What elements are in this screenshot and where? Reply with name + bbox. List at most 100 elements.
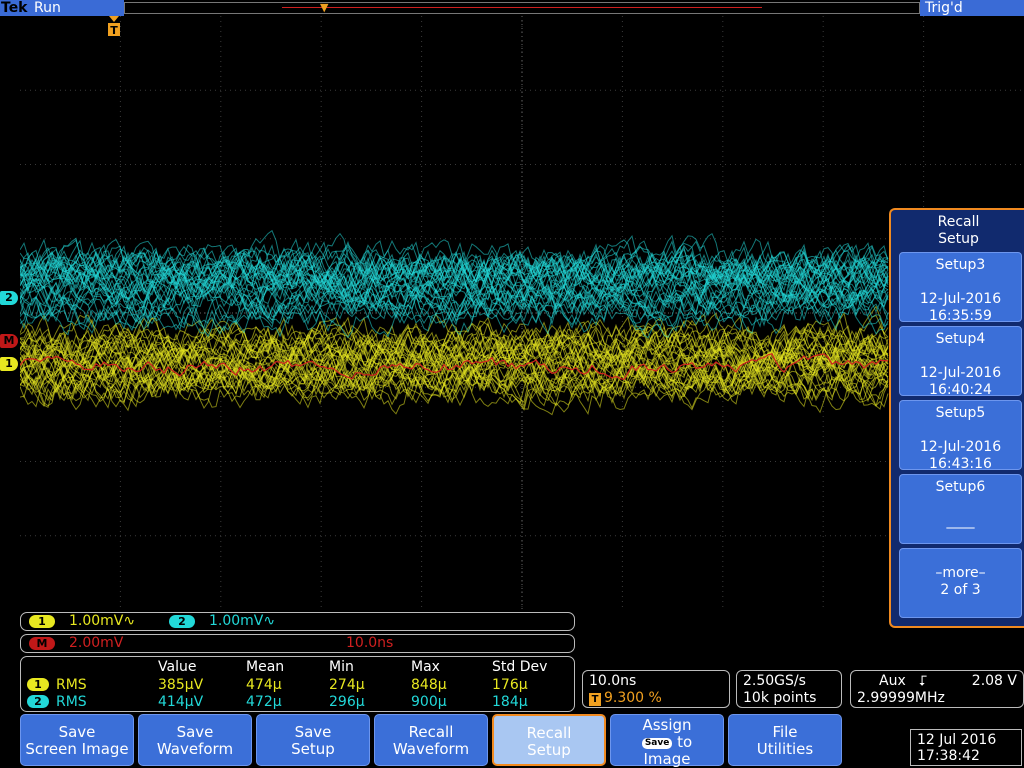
trigger-level: 2.08 V	[971, 673, 1017, 689]
setup3-button[interactable]: Setup3 12-Jul-2016 16:35:59	[899, 252, 1022, 324]
setup-date: 12-Jul-2016	[919, 291, 1002, 307]
row-min: 296µ	[329, 694, 365, 710]
acquisition-readout[interactable]: 2.50GS/s 10k points	[736, 670, 842, 708]
trigger-state: Trig'd	[920, 0, 1024, 16]
assign-save-button[interactable]: Assign Save to Image	[610, 714, 724, 768]
file-utilities-button[interactable]: File Utilities	[728, 714, 842, 766]
ch2-ground-marker[interactable]: 2	[0, 291, 18, 305]
ch1-ground-marker[interactable]: 1	[0, 357, 18, 371]
trigger-frequency: 2.99999MHz	[857, 690, 945, 706]
measurement-table: Value Mean Min Max Std Dev 1 RMS 385µV 4…	[20, 656, 575, 712]
row-value: 385µV	[158, 677, 204, 693]
ch2-waveform-trace	[20, 280, 889, 334]
side-menu-recall-setup: Recall Setup Setup3 12-Jul-2016 16:35:59…	[889, 208, 1024, 628]
setup-time: ____	[946, 513, 975, 529]
ch2-waveform-trace	[20, 253, 889, 310]
horizontal-scale: 10.0ns	[589, 673, 637, 689]
ch1-chip[interactable]: 1	[29, 615, 55, 628]
date-display: 12 Jul 2016	[917, 732, 997, 748]
ch2-waveform-trace	[20, 234, 889, 291]
row-min: 274µ	[329, 677, 365, 693]
col-stddev: Std Dev	[492, 659, 548, 675]
run-state: Run	[34, 0, 61, 16]
recall-setup-button[interactable]: Recall Setup	[492, 714, 606, 766]
ch2-waveform-trace	[20, 255, 889, 318]
setup-time: 16:43:16	[929, 456, 992, 472]
channel-readout: 1 1.00mV∿ 2 1.00mV∿	[20, 612, 575, 631]
svg-text:T: T	[110, 24, 118, 37]
setup-name: Setup6	[935, 479, 986, 495]
record-view	[124, 2, 920, 14]
math-time-scale[interactable]: 10.0ns	[346, 635, 394, 651]
setup-time: 16:40:24	[929, 382, 992, 398]
row-max: 900µ	[411, 694, 447, 710]
trigger-position-icon[interactable]: T	[107, 16, 121, 38]
ch2-chip[interactable]: 2	[169, 615, 195, 628]
date-time-display[interactable]: 12 Jul 2016 17:38:42	[910, 729, 1022, 766]
row-std: 176µ	[492, 677, 528, 693]
setup-name: Setup4	[935, 331, 986, 347]
row-std: 184µ	[492, 694, 528, 710]
ch1-scale[interactable]: 1.00mV∿	[69, 613, 136, 629]
save-screen-image-button[interactable]: Save Screen Image	[20, 714, 134, 766]
status-bar: Tek Run ▼ Trig'd	[0, 0, 1024, 16]
horizontal-position: 9.300 %	[604, 690, 662, 706]
more-button[interactable]: –more– 2 of 3	[899, 548, 1022, 618]
trigger-readout[interactable]: Aux ⮦ 2.08 V 2.99999MHz	[850, 670, 1024, 708]
row-max: 848µ	[411, 677, 447, 693]
time-display: 17:38:42	[917, 748, 980, 764]
math-readout: M 2.00mV 10.0ns	[20, 634, 575, 653]
waveform-graticule	[20, 16, 1024, 610]
side-menu-title: Recall Setup	[937, 214, 980, 247]
setup5-button[interactable]: Setup5 12-Jul-2016 16:43:16	[899, 400, 1022, 472]
save-setup-button[interactable]: Save Setup	[256, 714, 370, 766]
ch1-waveform-trace	[20, 353, 889, 404]
row-type: RMS	[56, 694, 87, 710]
sample-rate: 2.50GS/s	[743, 673, 806, 689]
falling-edge-icon: ⮦	[919, 673, 928, 689]
setup6-button[interactable]: Setup6 ____	[899, 474, 1022, 544]
ch1-waveform-trace	[20, 323, 889, 376]
recall-waveform-button[interactable]: Recall Waveform	[374, 714, 488, 766]
ch2-waveform-trace	[20, 290, 889, 339]
save-waveform-button[interactable]: Save Waveform	[138, 714, 252, 766]
row-value: 414µV	[158, 694, 204, 710]
ch1-waveform-trace	[20, 332, 889, 384]
ch2-waveform-trace	[20, 275, 889, 335]
ch2-waveform-trace	[20, 256, 889, 306]
math-chip[interactable]: M	[29, 637, 55, 650]
ch1-waveform-trace	[20, 316, 889, 368]
row-type: RMS	[56, 677, 87, 693]
ch1-waveform-trace	[20, 353, 889, 404]
col-value: Value	[158, 659, 197, 675]
ch2-waveform-trace	[20, 234, 889, 292]
ch1-waveform-trace	[20, 319, 889, 374]
col-max: Max	[411, 659, 440, 675]
col-mean: Mean	[246, 659, 285, 675]
row-mean: 474µ	[246, 677, 282, 693]
brand-logo: Tek	[1, 0, 28, 16]
ch2-waveform-trace	[20, 278, 889, 334]
setup-name: Setup3	[935, 257, 986, 273]
math-scale[interactable]: 2.00mV	[69, 635, 124, 651]
ch2-scale[interactable]: 1.00mV∿	[209, 613, 276, 629]
horizontal-readout[interactable]: 10.0ns T 9.300 %	[582, 670, 730, 708]
record-trigger-marker-icon: ▼	[320, 1, 329, 14]
col-min: Min	[329, 659, 354, 675]
math-waveform-trace	[20, 353, 889, 381]
row-ch-chip: 2	[27, 695, 49, 708]
save-key-icon: Save	[641, 738, 673, 749]
record-length: 10k points	[743, 690, 817, 706]
setup4-button[interactable]: Setup4 12-Jul-2016 16:40:24	[899, 326, 1022, 398]
channel-marker-rail	[0, 16, 20, 620]
setup-date: 12-Jul-2016	[919, 439, 1002, 455]
row-mean: 472µ	[246, 694, 282, 710]
brand-run-badge: Tek Run	[0, 0, 124, 16]
graticule-lines	[20, 16, 1024, 610]
setup-time: 16:35:59	[929, 308, 992, 324]
trigger-source: Aux	[879, 673, 906, 689]
math-ground-marker[interactable]: M	[0, 334, 18, 348]
row-ch-chip: 1	[27, 678, 49, 691]
setup-date: 12-Jul-2016	[919, 365, 1002, 381]
trigger-position-chip-icon: T	[589, 693, 601, 706]
